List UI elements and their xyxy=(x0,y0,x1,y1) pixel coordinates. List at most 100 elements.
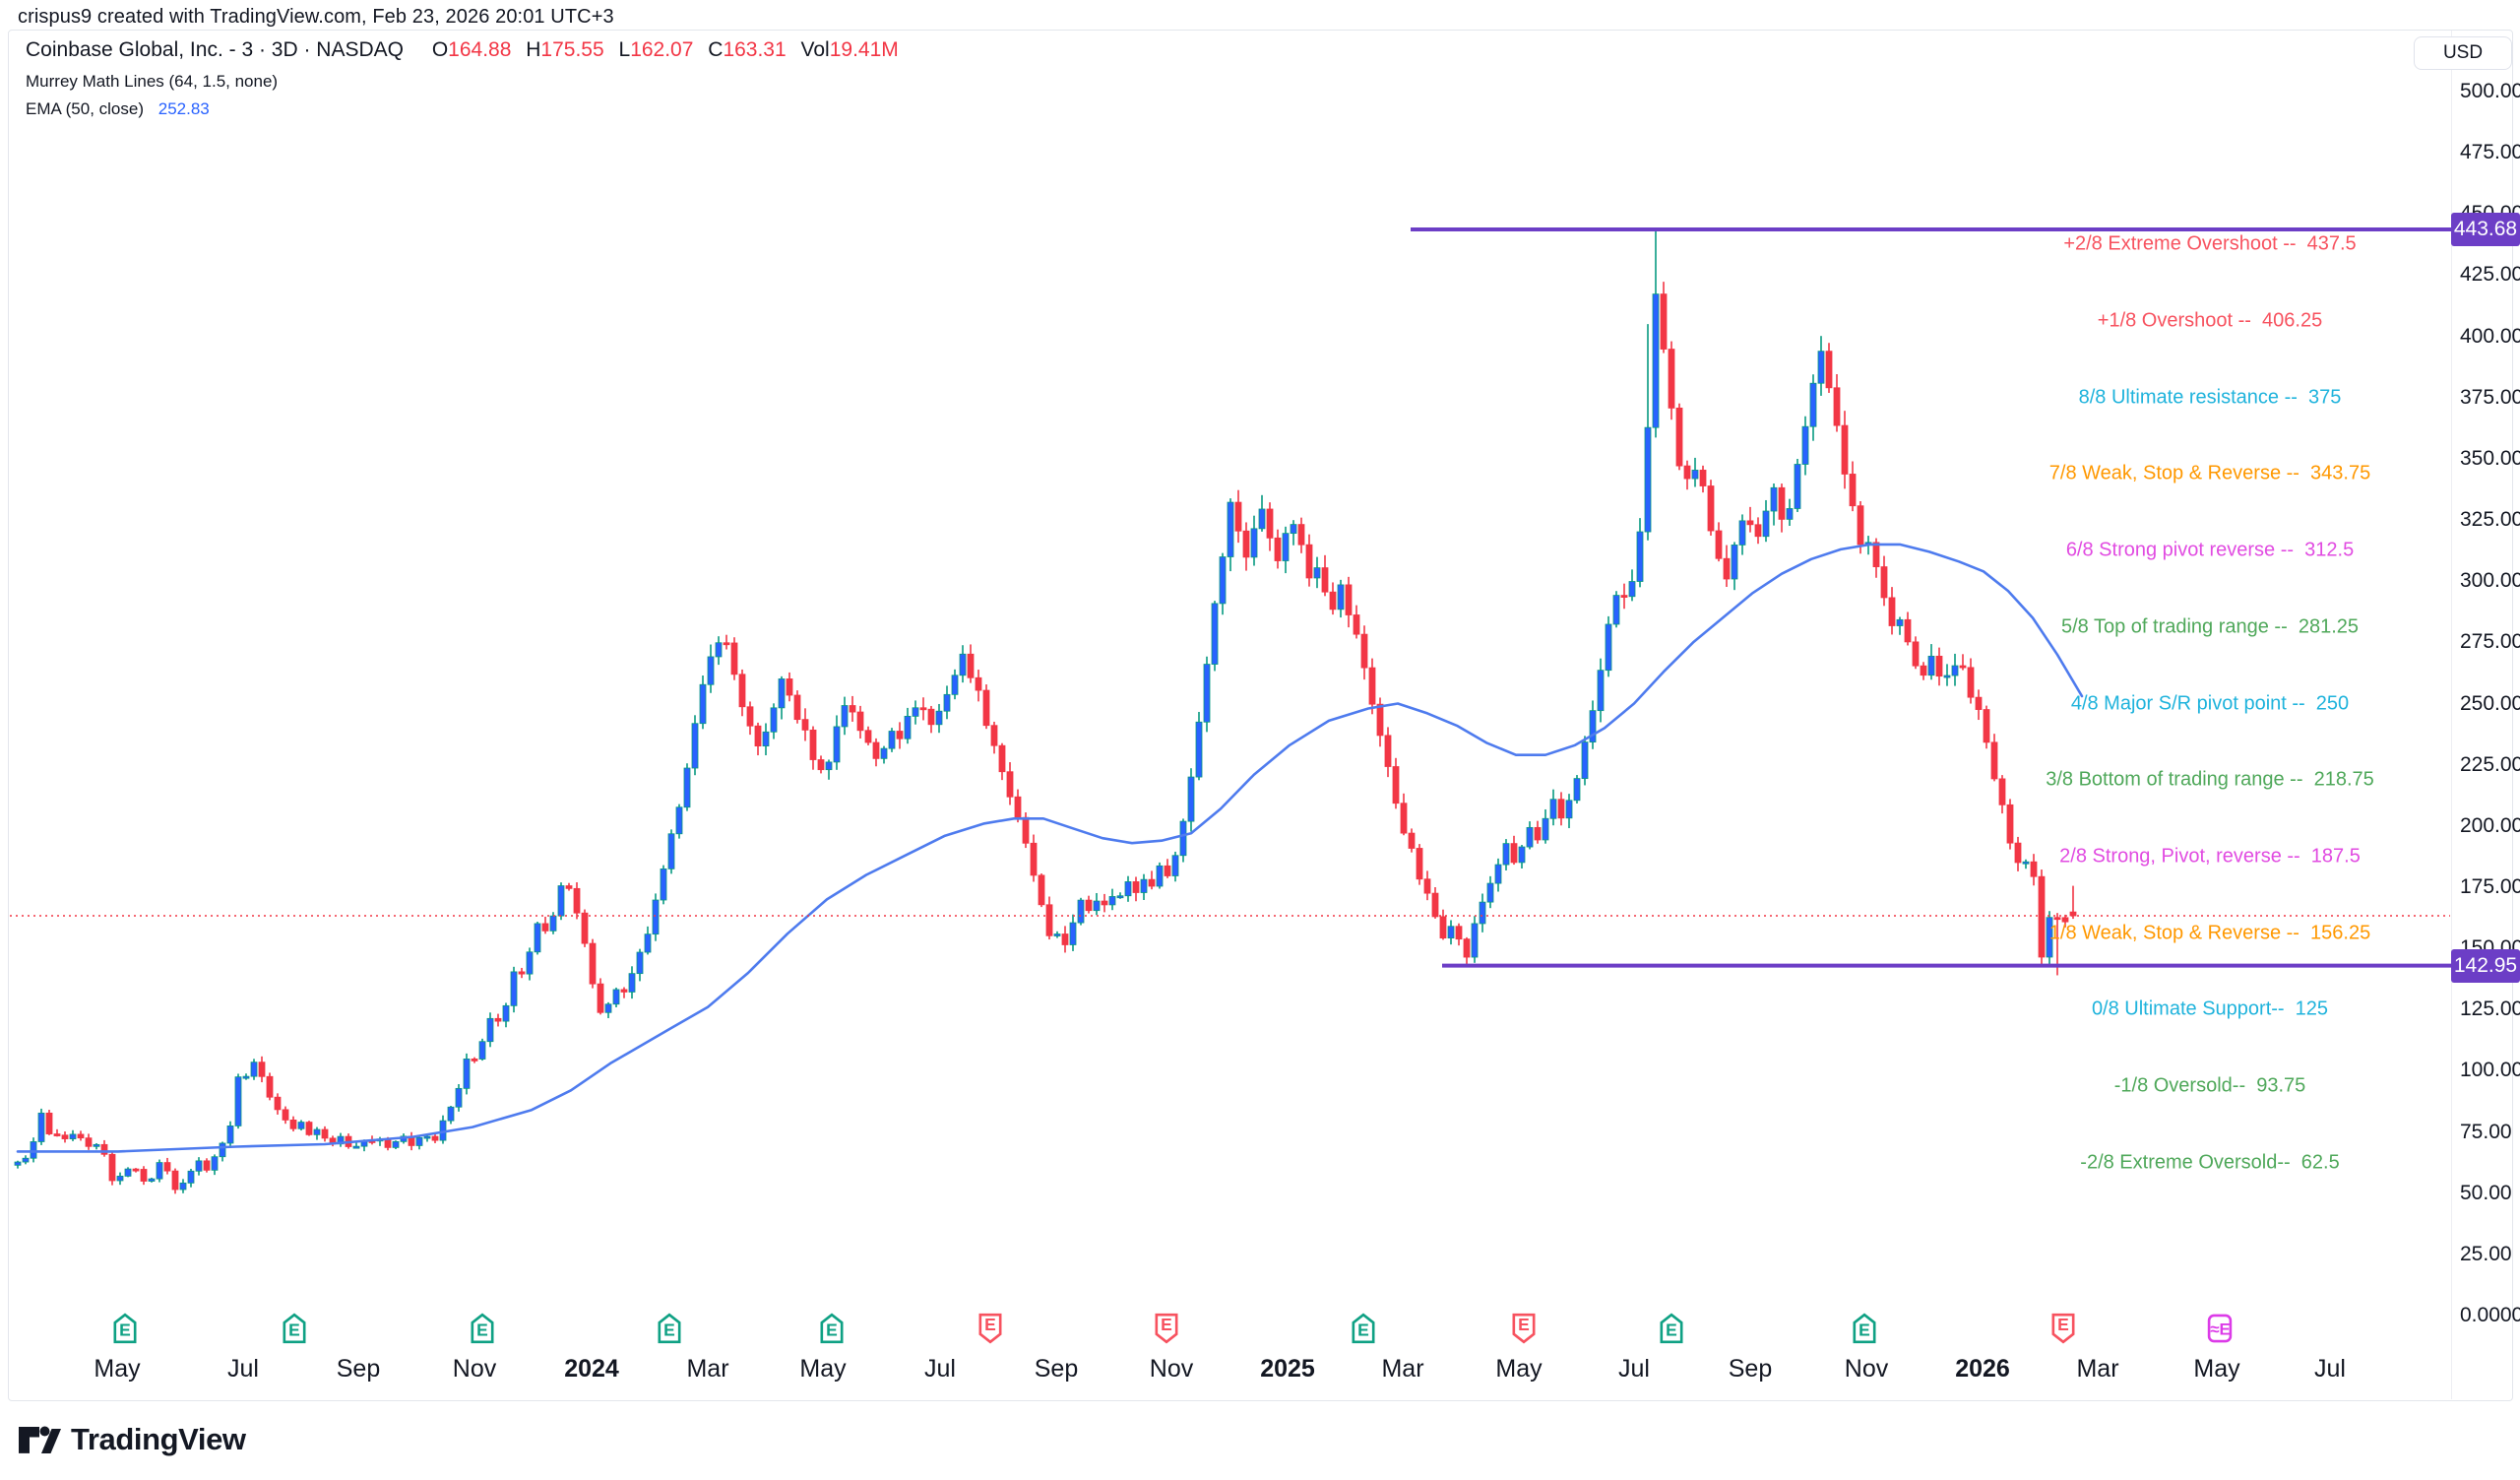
time-axis-month-label: Jul xyxy=(1618,1355,1650,1383)
candle-up xyxy=(37,1112,45,1142)
earnings-beat-icon[interactable]: E xyxy=(1850,1313,1879,1344)
candle-down xyxy=(723,642,730,646)
time-axis-month-label: Sep xyxy=(1728,1355,1773,1383)
candle-up xyxy=(455,1087,463,1108)
candle-up xyxy=(904,715,912,740)
murrey-level-label: 4/8 Major S/R pivot point -- 250 xyxy=(2070,692,2350,714)
candle-down xyxy=(1101,900,1108,906)
candle-down xyxy=(2061,917,2069,923)
candle-up xyxy=(691,723,699,769)
candle-up xyxy=(636,951,644,975)
earnings-beat-icon[interactable]: E xyxy=(110,1313,140,1344)
candle-up xyxy=(156,1162,163,1180)
candle-down xyxy=(282,1109,289,1121)
candle-up xyxy=(297,1122,305,1129)
candle-up xyxy=(1093,900,1101,912)
candle-up xyxy=(447,1106,455,1122)
candle-down xyxy=(849,705,856,713)
candle-up xyxy=(179,1182,187,1190)
earnings-beat-icon[interactable]: E xyxy=(280,1313,309,1344)
candle-down xyxy=(494,1017,502,1022)
candle-down xyxy=(2038,875,2046,958)
ema-50-line xyxy=(16,543,2084,1153)
time-axis-month-label: May xyxy=(1495,1355,1543,1383)
drawing-lines-layer xyxy=(10,227,2518,968)
price-axis-tick: 425.00 xyxy=(2460,263,2520,287)
candle-down xyxy=(620,989,628,993)
time-axis-year-label: 2025 xyxy=(1260,1355,1315,1383)
earnings-miss-icon[interactable]: E xyxy=(2048,1313,2078,1344)
symbol-title[interactable]: Coinbase Global, Inc. - 3 · 3D · NASDAQ xyxy=(26,38,404,61)
candle-down xyxy=(1825,351,1833,389)
candle-down xyxy=(982,689,990,727)
candle-down xyxy=(990,725,998,746)
candle-down xyxy=(289,1120,297,1129)
earnings-beat-icon[interactable]: E xyxy=(468,1313,497,1344)
price-axis-tick: 125.00 xyxy=(2460,997,2520,1021)
candle-down xyxy=(1683,465,1691,480)
tradingview-logo[interactable]: TradingView xyxy=(18,1422,246,1457)
candle-up xyxy=(652,899,660,935)
candle-down xyxy=(1707,485,1715,532)
currency-usd-button[interactable]: USD xyxy=(2414,36,2512,70)
candle-up xyxy=(1227,501,1234,557)
candle-down xyxy=(1234,501,1242,532)
candle-up xyxy=(1069,922,1077,945)
candle-up xyxy=(1479,901,1486,925)
price-axis-tick: 175.00 xyxy=(2460,874,2520,898)
candle-down xyxy=(1967,667,1975,698)
candle-down xyxy=(266,1075,274,1098)
candle-down xyxy=(1715,530,1723,559)
candle-down xyxy=(1384,735,1392,767)
candle-up xyxy=(242,1075,250,1079)
candle-up xyxy=(888,731,896,749)
murrey-level-label: 3/8 Bottom of trading range -- 218.75 xyxy=(2046,768,2374,791)
earnings-beat-icon[interactable]: E xyxy=(1349,1313,1378,1344)
earnings-upcoming-icon[interactable]: ≈E xyxy=(2205,1313,2235,1344)
open-label: O xyxy=(431,38,449,61)
candle-up xyxy=(612,989,620,1005)
candle-down xyxy=(258,1062,266,1077)
candle-up xyxy=(69,1133,77,1139)
candle-up xyxy=(1486,882,1494,903)
price-axis-tick: 75.00 xyxy=(2460,1120,2512,1143)
candle-up xyxy=(1116,895,1124,899)
candle-up xyxy=(1581,741,1589,780)
candle-up xyxy=(93,1143,100,1147)
ema-value: 252.83 xyxy=(158,99,210,118)
high-value: 175.55 xyxy=(540,38,604,61)
candle-up xyxy=(211,1156,219,1171)
earnings-beat-icon[interactable]: E xyxy=(655,1313,684,1344)
candle-down xyxy=(132,1168,140,1172)
candle-up xyxy=(778,678,786,709)
candle-down xyxy=(1857,505,1864,546)
earnings-miss-icon[interactable]: E xyxy=(976,1313,1005,1344)
time-axis-month-label: Jul xyxy=(2314,1355,2346,1383)
indicator-ema[interactable]: EMA (50, close) 252.83 xyxy=(26,100,899,117)
time-axis-month-label: Nov xyxy=(1844,1355,1889,1383)
candle-down xyxy=(1699,470,1707,486)
candle-up xyxy=(1597,670,1605,712)
candle-up xyxy=(667,833,675,869)
earnings-beat-icon[interactable]: E xyxy=(817,1313,847,1344)
candle-up xyxy=(841,705,849,728)
candle-down xyxy=(896,731,904,740)
candle-up xyxy=(943,693,951,712)
candle-down xyxy=(1998,778,2006,805)
candle-down xyxy=(1148,878,1156,887)
price-axis-tick: 250.00 xyxy=(2460,691,2520,715)
candle-down xyxy=(927,708,935,726)
candle-up xyxy=(770,707,778,733)
candle-down xyxy=(1660,293,1668,350)
earnings-beat-icon[interactable]: E xyxy=(1657,1313,1686,1344)
earnings-miss-icon[interactable]: E xyxy=(1152,1313,1181,1344)
earnings-miss-icon[interactable]: E xyxy=(1509,1313,1539,1344)
candle-up xyxy=(234,1076,242,1126)
candle-up xyxy=(486,1017,494,1043)
price-axis-tick: 200.00 xyxy=(2460,813,2520,837)
candle-down xyxy=(2014,842,2022,864)
candle-down xyxy=(1849,474,1857,507)
price-axis-tick: 25.00 xyxy=(2460,1242,2512,1265)
indicator-murrey-math[interactable]: Murrey Math Lines (64, 1.5, none) xyxy=(26,72,279,91)
